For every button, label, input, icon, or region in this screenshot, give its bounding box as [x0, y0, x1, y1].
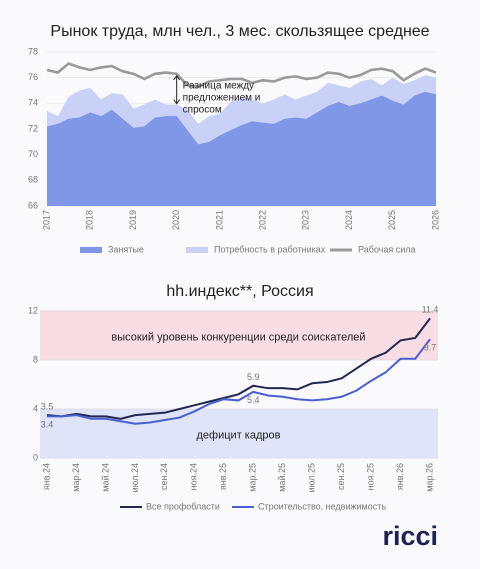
- y-tick-label: 76: [28, 72, 38, 82]
- legend-swatch: [186, 247, 208, 253]
- x-tick-label: ноя.25: [365, 463, 375, 490]
- legend-label: Занятые: [108, 244, 144, 254]
- line: [47, 338, 431, 425]
- x-tick-label: 2026: [430, 210, 440, 230]
- x-tick-label: ноя.24: [189, 463, 199, 490]
- y-tick-label: 74: [28, 98, 38, 108]
- x-tick-label: мар.25: [248, 463, 258, 492]
- legend-label: Все профобласти: [146, 501, 220, 511]
- line: [46, 62, 437, 88]
- legend-label: Рабочая сила: [358, 244, 416, 254]
- data-label: 9.7: [424, 343, 437, 353]
- x-tick-label: сен.24: [159, 463, 169, 490]
- x-tick-label: 2021: [214, 210, 224, 230]
- annotation: спросом: [183, 104, 222, 115]
- y-tick-label: 4: [33, 403, 38, 413]
- data-label: 3.5: [41, 402, 54, 412]
- band-label: высокий уровень конкуренции среди соиска…: [111, 331, 365, 343]
- y-tick-label: 8: [33, 354, 38, 364]
- arrow-head: [173, 74, 181, 105]
- logo: ricci: [382, 521, 438, 551]
- x-tick-label: май.24: [100, 463, 110, 492]
- annotation: Разница между: [183, 80, 254, 91]
- legend-swatch: [80, 247, 102, 253]
- x-tick-label: май.25: [277, 463, 287, 492]
- data-label: 11.4: [422, 305, 439, 315]
- y-tick-label: 78: [28, 46, 38, 56]
- x-tick-label: янв.26: [395, 463, 405, 490]
- x-tick-label: 2017: [41, 210, 51, 230]
- x-tick-label: 2018: [85, 210, 95, 230]
- data-label: 5.9: [247, 372, 260, 382]
- x-tick-label: янв.24: [41, 463, 51, 490]
- y-tick-label: 66: [28, 200, 38, 210]
- x-tick-label: сен.25: [336, 463, 346, 490]
- annotation: предложением и: [183, 92, 261, 103]
- band: [40, 311, 438, 360]
- x-tick-label: 2022: [257, 210, 267, 230]
- legend-label: Строительство, недвижимость: [258, 501, 386, 511]
- area: [47, 91, 436, 206]
- chart-title: hh.индекс**, Россия: [166, 283, 313, 300]
- y-tick-label: 68: [28, 175, 38, 185]
- chart-title: Рынок труда, млн чел., 3 мес. скользящее…: [50, 23, 429, 40]
- data-label: 3.4: [41, 420, 54, 430]
- x-tick-label: 2019: [128, 210, 138, 230]
- x-tick-label: мар.26: [424, 463, 434, 492]
- y-tick-label: 72: [28, 123, 38, 133]
- x-tick-label: 2020: [171, 210, 181, 230]
- x-tick-label: 2025: [387, 210, 397, 230]
- x-tick-label: 2024: [344, 210, 354, 230]
- x-tick-label: июл.25: [307, 463, 317, 492]
- y-tick-label: 12: [28, 305, 38, 315]
- legend-label: Потребность в работниках: [214, 244, 326, 254]
- x-tick-label: мар.24: [71, 463, 81, 492]
- y-tick-label: 0: [33, 452, 38, 462]
- band-label: дефицит кадров: [197, 429, 281, 441]
- data-label: 5.4: [247, 395, 260, 405]
- line: [46, 317, 431, 420]
- x-tick-label: янв.25: [218, 463, 228, 490]
- x-tick-label: июл.24: [130, 463, 140, 492]
- x-tick-label: 2023: [301, 210, 311, 230]
- y-tick-label: 70: [28, 149, 38, 159]
